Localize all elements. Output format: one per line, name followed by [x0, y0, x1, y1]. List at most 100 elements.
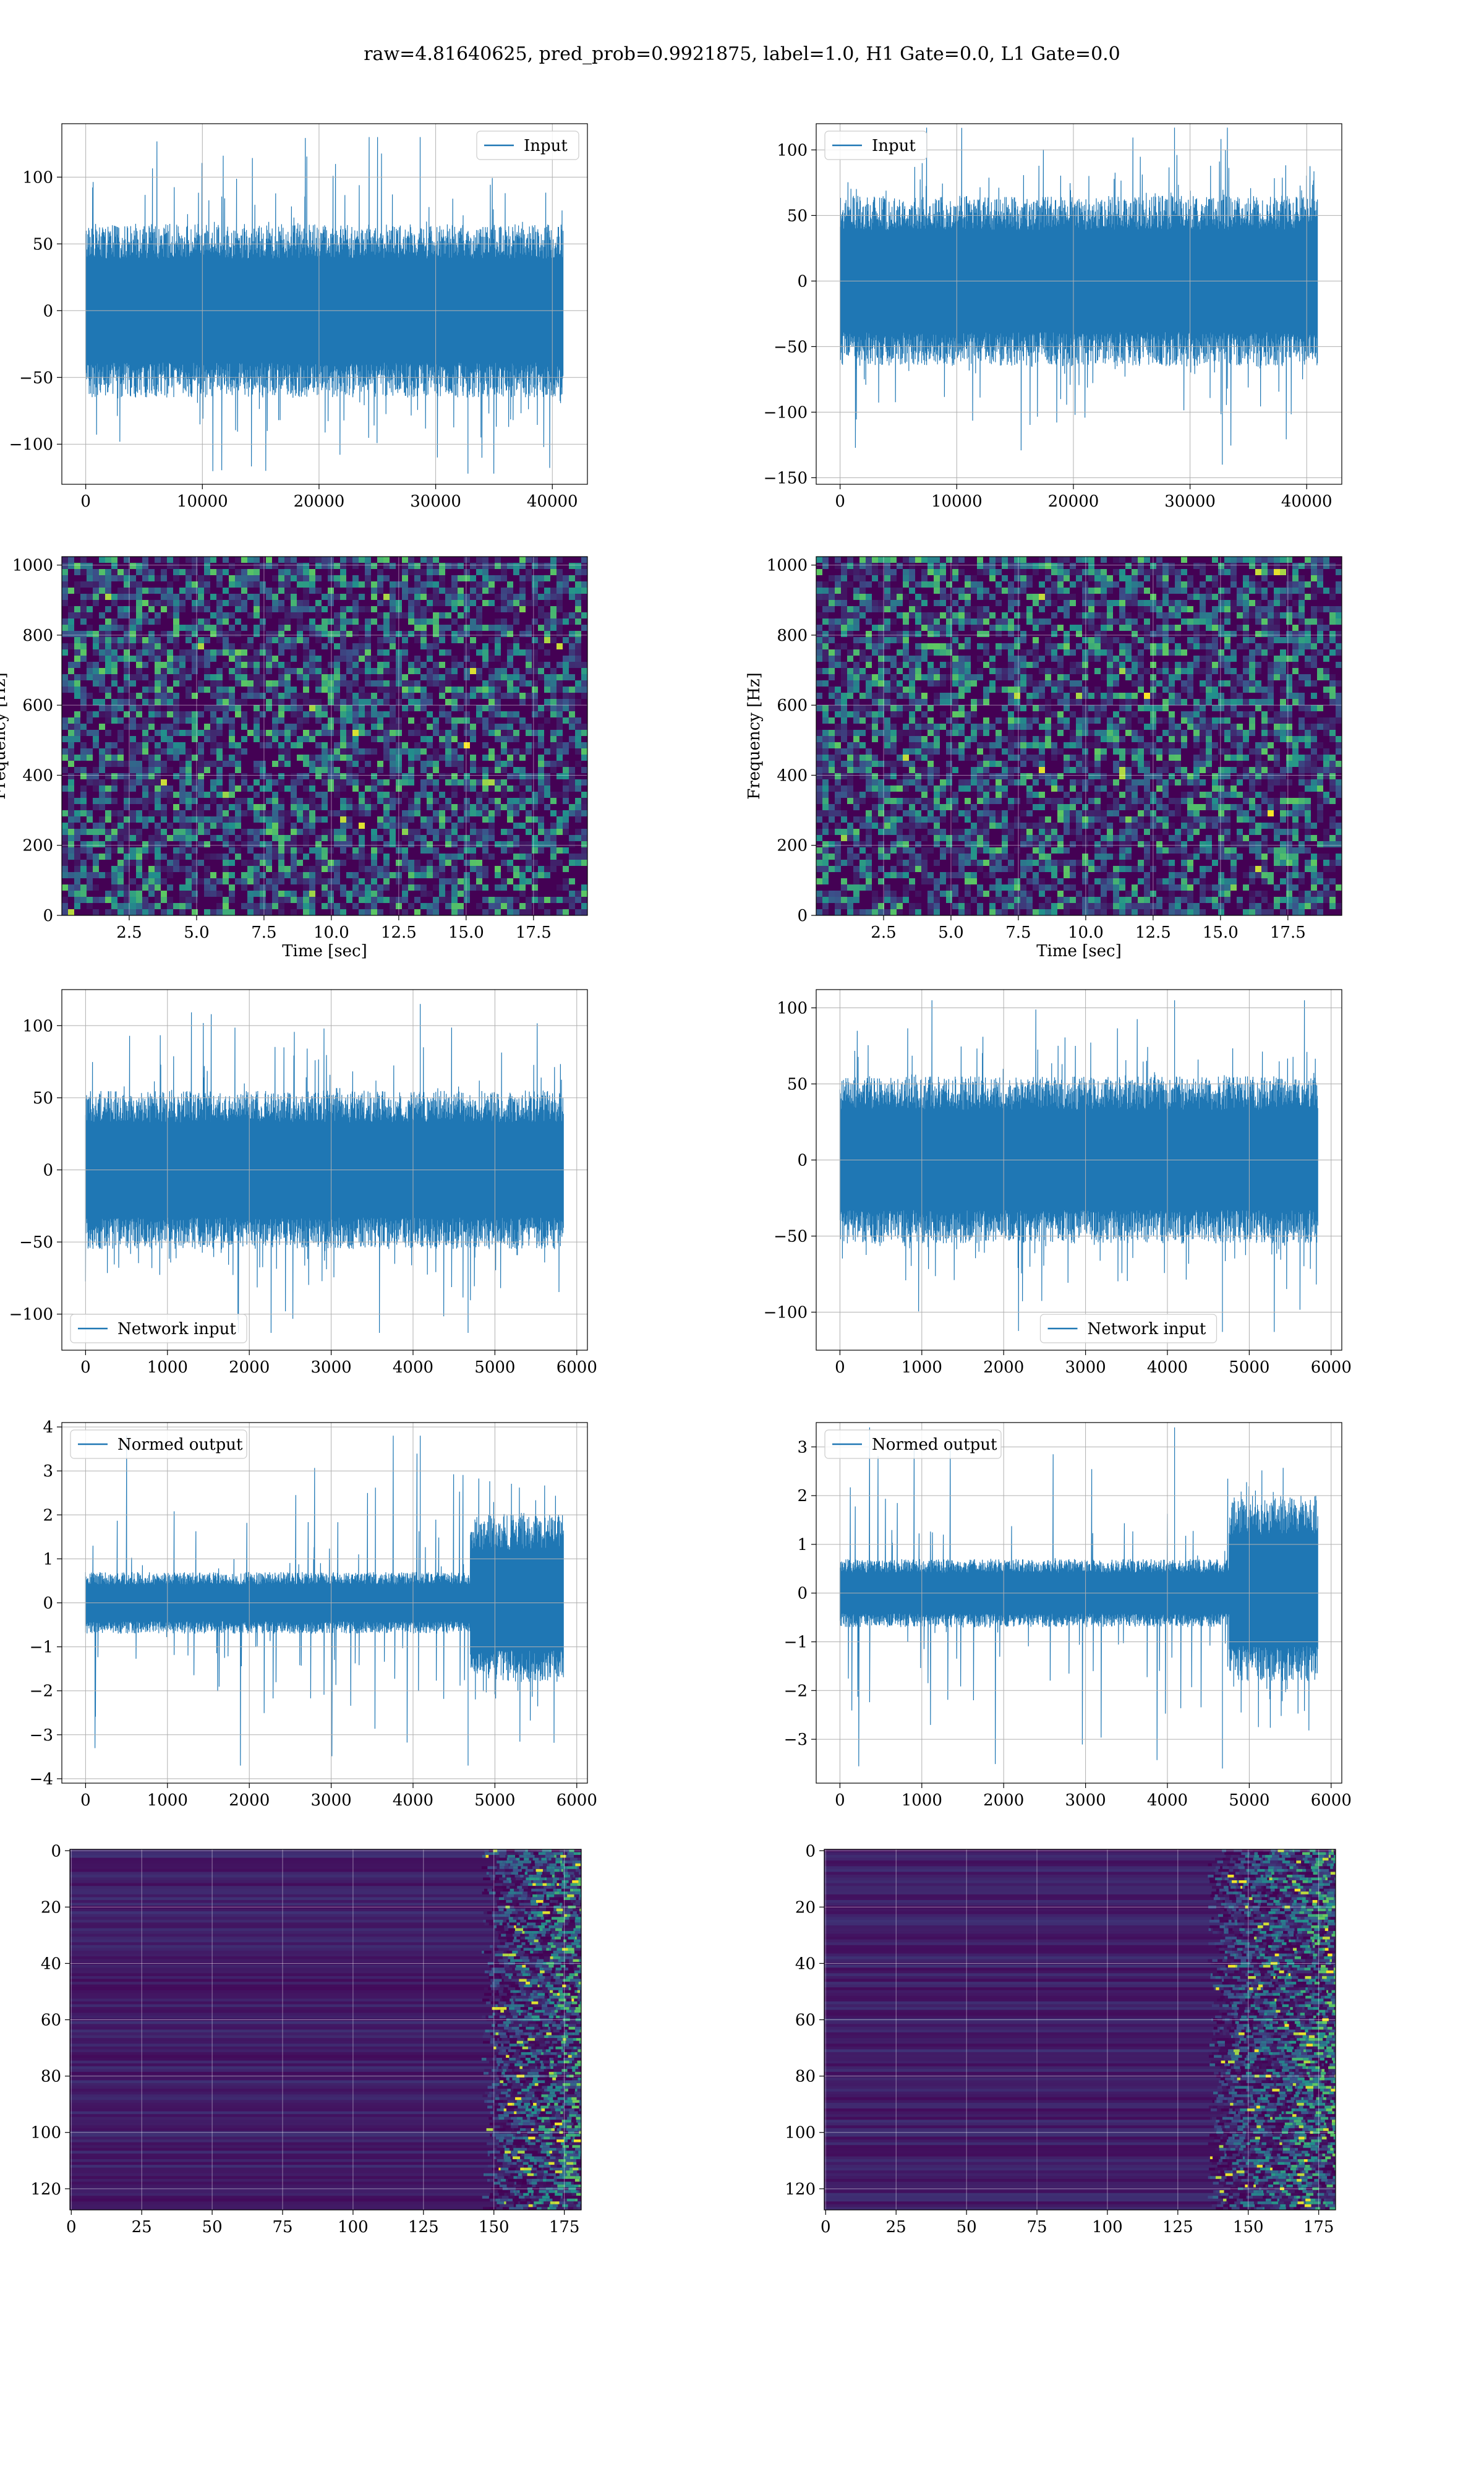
heatmap-cell — [328, 699, 334, 705]
heatmap-cell — [556, 606, 563, 612]
heatmap-cell — [87, 693, 93, 699]
heatmap-cell — [173, 847, 179, 854]
heatmap-cell — [80, 841, 87, 847]
heatmap-cell — [952, 674, 958, 680]
heatmap-cell — [1187, 693, 1193, 699]
heatmap-cell — [383, 594, 390, 600]
heatmap-cell — [414, 588, 420, 594]
heatmap-cell — [130, 724, 136, 730]
heatmap-cell — [513, 569, 519, 575]
heatmap-cell — [334, 668, 340, 674]
heatmap-cell — [1212, 625, 1218, 631]
heatmap-cell — [223, 755, 229, 761]
heatmap-cell — [569, 711, 575, 717]
heatmap-cell — [186, 755, 192, 761]
heatmap-cell — [569, 693, 575, 699]
heatmap-cell — [74, 816, 80, 823]
heatmap-cell — [254, 625, 260, 631]
heatmap-cell — [328, 767, 334, 773]
heatmap-cell — [148, 588, 155, 594]
heatmap-cell — [458, 563, 464, 569]
heatmap-cell — [1218, 594, 1224, 600]
heatmap-cell — [495, 761, 501, 767]
heatmap-cell — [291, 835, 297, 841]
heatmap-cell — [414, 755, 420, 761]
heatmap-cell — [247, 847, 254, 854]
heatmap-cell — [1064, 631, 1070, 637]
heatmap-cell — [878, 687, 884, 693]
heatmap-cell — [835, 693, 841, 699]
heatmap-cell — [458, 903, 464, 909]
heatmap-cell — [1014, 680, 1020, 687]
heatmap-cell — [124, 792, 130, 798]
heatmap-cell — [68, 668, 74, 674]
heatmap-cell — [513, 693, 519, 699]
heatmap-cell — [977, 699, 983, 705]
heatmap-cell — [458, 779, 464, 785]
heatmap-cell — [1113, 557, 1119, 563]
heatmap-cell — [427, 804, 433, 810]
y-tick-label: 100 — [777, 141, 808, 160]
heatmap-cell — [495, 656, 501, 662]
heatmap-cell — [1249, 563, 1255, 569]
heatmap-cell — [816, 649, 822, 656]
heatmap-cell — [402, 581, 408, 588]
heatmap-cell — [439, 835, 445, 841]
heatmap-cell — [482, 581, 488, 588]
heatmap-cell — [1150, 724, 1156, 730]
heatmap-cell — [581, 742, 587, 748]
heatmap-cell — [396, 841, 402, 847]
heatmap-cell — [581, 588, 587, 594]
heatmap-cell — [1026, 680, 1033, 687]
heatmap-cell — [1094, 656, 1101, 662]
heatmap-cell — [155, 872, 161, 878]
heatmap-cell — [1169, 625, 1175, 631]
heatmap-cell — [1070, 680, 1076, 687]
heatmap-cell — [204, 884, 210, 891]
heatmap-cell — [352, 693, 359, 699]
heatmap-cell — [507, 687, 513, 693]
heatmap-cell — [445, 748, 451, 755]
heatmap-cell — [1230, 699, 1237, 705]
heatmap-cell — [359, 730, 365, 736]
heatmap-cell — [365, 693, 371, 699]
heatmap-cell — [346, 699, 352, 705]
heatmap-cell — [352, 581, 359, 588]
heatmap-cell — [315, 755, 322, 761]
heatmap-cell — [445, 594, 451, 600]
heatmap-cell — [989, 563, 996, 569]
heatmap-cell — [822, 581, 829, 588]
heatmap-cell — [340, 705, 346, 711]
heatmap-cell — [155, 668, 161, 674]
heatmap-cell — [526, 575, 532, 581]
heatmap-cell — [878, 618, 884, 625]
heatmap-cell — [229, 594, 235, 600]
heatmap-cell — [155, 643, 161, 649]
heatmap-cell — [303, 625, 309, 631]
heatmap-cell — [927, 717, 934, 724]
heatmap-cell — [1039, 581, 1045, 588]
heatmap-cell — [223, 829, 229, 835]
heatmap-cell — [161, 649, 167, 656]
heatmap-cell — [359, 705, 365, 711]
heatmap-cell — [513, 594, 519, 600]
heatmap-cell — [977, 674, 983, 680]
heatmap-cell — [1138, 649, 1144, 656]
heatmap-cell — [1107, 717, 1113, 724]
heatmap-cell — [829, 631, 835, 637]
heatmap-cell — [204, 625, 210, 631]
heatmap-cell — [1082, 693, 1088, 699]
heatmap-cell — [408, 903, 414, 909]
heatmap-cell — [1002, 643, 1008, 649]
heatmap-cell — [167, 742, 173, 748]
heatmap-cell — [142, 884, 148, 891]
heatmap-cell — [1070, 581, 1076, 588]
heatmap-cell — [340, 810, 346, 816]
heatmap-cell — [507, 730, 513, 736]
heatmap-cell — [550, 569, 556, 575]
heatmap-cell — [272, 891, 278, 897]
heatmap-cell — [229, 841, 235, 847]
heatmap-cell — [884, 569, 890, 575]
heatmap-cell — [1064, 606, 1070, 612]
heatmap-cell — [464, 575, 470, 581]
